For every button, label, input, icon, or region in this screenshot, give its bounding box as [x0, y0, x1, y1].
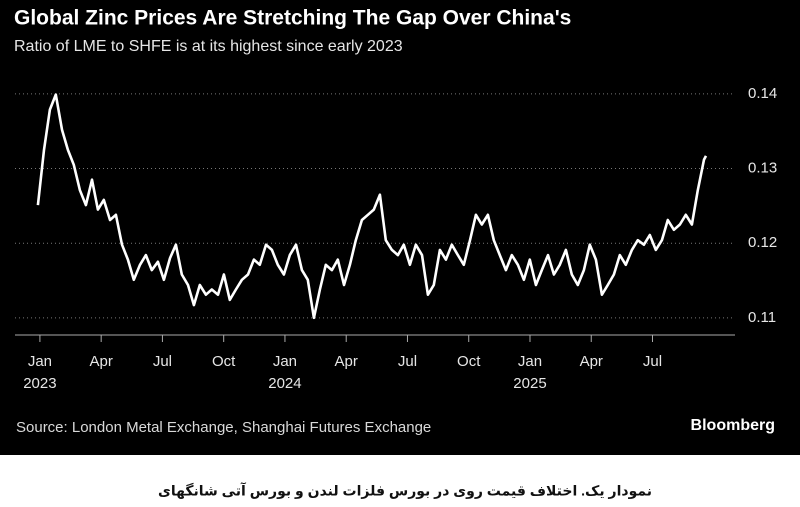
line-series [36, 93, 708, 320]
x-tick-label: Oct [457, 353, 481, 370]
credit: Bloomberg [691, 417, 775, 434]
x-tick-label: Apr [580, 353, 603, 370]
chart-subtitle: Ratio of LME to SHFE is at its highest s… [14, 38, 403, 55]
x-year-label: 2024 [268, 375, 301, 392]
x-tick-label: Apr [335, 353, 358, 370]
x-tick-label: Jul [643, 353, 662, 370]
y-tick-label: 0.14 [748, 85, 777, 102]
x-tick-label: Apr [89, 353, 112, 370]
chart-background [0, 0, 800, 455]
x-tick-label: Jan [28, 353, 52, 370]
y-tick-label: 0.13 [748, 160, 777, 177]
x-year-label: 2025 [513, 375, 546, 392]
source: Source: London Metal Exchange, Shanghai … [16, 419, 431, 436]
caption: نمودار یک. اختلاف قیمت روی در بورس فلزات… [158, 482, 652, 500]
x-year-label: 2023 [23, 375, 56, 392]
chart-title: Global Zinc Prices Are Stretching The Ga… [14, 7, 571, 30]
x-tick-label: Oct [212, 353, 236, 370]
x-tick-label: Jul [153, 353, 172, 370]
x-tick-label: Jul [398, 353, 417, 370]
x-tick-label: Jan [518, 353, 542, 370]
y-tick-label: 0.12 [748, 234, 777, 251]
y-tick-label: 0.11 [748, 309, 776, 326]
x-tick-label: Jan [273, 353, 297, 370]
